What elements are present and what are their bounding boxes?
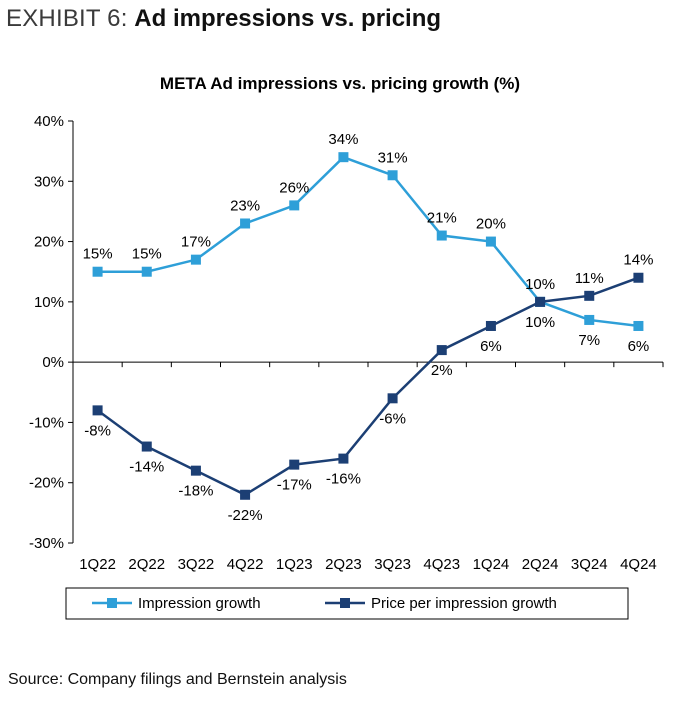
exhibit-label: EXHIBIT 6:: [6, 5, 128, 32]
data-label-0: 26%: [279, 179, 309, 196]
data-label-1: 11%: [575, 270, 604, 287]
data-point-0: [436, 230, 447, 241]
data-label-1: -18%: [178, 483, 213, 500]
y-tick-label: 30%: [34, 173, 64, 190]
data-label-0: 15%: [83, 246, 113, 263]
x-tick-label: 3Q24: [571, 556, 608, 573]
legend-swatch-marker: [107, 598, 117, 608]
data-label-0: 31%: [378, 149, 408, 166]
data-label-1: -8%: [84, 422, 111, 439]
data-point-1: [338, 453, 349, 464]
x-tick-label: 2Q23: [325, 556, 362, 573]
y-tick-label: -10%: [29, 414, 64, 431]
legend-label: Impression growth: [138, 595, 261, 612]
x-tick-label: 3Q22: [178, 556, 215, 573]
data-label-1: 6%: [480, 338, 502, 355]
x-tick-label: 1Q23: [276, 556, 313, 573]
data-point-0: [289, 200, 300, 211]
series-line-0: [97, 155, 639, 328]
axes: -30% -20% -10% 0% 10% 20% 30% 40% 1Q22 2Q22 3Q22 4Q…: [29, 113, 664, 573]
data-label-1: -22%: [228, 507, 263, 524]
data-point-0: [584, 314, 595, 325]
data-point-0: [141, 266, 152, 277]
data-label-1: 10%: [525, 276, 555, 293]
data-label-0: 34%: [328, 131, 358, 148]
y-tick-label: -20%: [29, 475, 64, 492]
x-tick-label: 2Q22: [128, 556, 165, 573]
data-point-1: [240, 489, 251, 500]
data-label-0: 7%: [578, 332, 600, 349]
exhibit-heading: EXHIBIT 6: Ad impressions vs. pricing: [6, 2, 441, 36]
data-label-1: -17%: [277, 477, 312, 494]
data-point-1: [92, 405, 103, 416]
x-tick-label: 3Q23: [374, 556, 411, 573]
data-label-1: -16%: [326, 471, 361, 488]
chart-title: META Ad impressions vs. pricing growth (…: [160, 74, 520, 93]
data-label-0: 15%: [132, 246, 162, 263]
source-note: Source: Company filings and Bernstein an…: [8, 671, 347, 688]
data-point-1: [535, 296, 546, 307]
data-label-0: 17%: [181, 234, 211, 251]
x-tick-label: 1Q24: [473, 556, 510, 573]
y-tick-label: 0%: [42, 354, 64, 371]
data-point-1: [387, 393, 398, 404]
data-label-1: -14%: [129, 459, 164, 476]
data-point-0: [338, 152, 349, 163]
x-tick-label: 1Q22: [79, 556, 116, 573]
data-point-0: [633, 320, 644, 331]
legend-label: Price per impression growth: [371, 595, 557, 612]
data-point-0: [240, 218, 251, 229]
data-label-0: 6%: [628, 338, 650, 355]
y-tick-label: 40%: [34, 113, 64, 130]
data-point-0: [485, 236, 496, 247]
data-label-0: 10%: [525, 314, 555, 331]
data-point-1: [190, 465, 201, 476]
x-tick-label: 4Q22: [227, 556, 264, 573]
data-point-1: [584, 290, 595, 301]
data-label-1: 14%: [623, 252, 653, 269]
exhibit-title: Ad impressions vs. pricing: [134, 5, 442, 32]
data-point-1: [485, 320, 496, 331]
data-point-0: [92, 266, 103, 277]
data-label-1: 2%: [431, 362, 453, 379]
legend-swatch-marker: [340, 598, 350, 608]
data-point-0: [190, 254, 201, 265]
data-point-1: [141, 441, 152, 452]
data-point-0: [387, 170, 398, 181]
legend-box: [65, 587, 629, 620]
y-tick-label: 10%: [34, 294, 64, 311]
data-point-1: [289, 459, 300, 470]
data-point-1: [633, 272, 644, 283]
x-tick-label: 4Q24: [620, 556, 657, 573]
series-group: 15% 15% 17% 23% 26% 34% 31% 21% 20% 10% 7% 6% -8% -14…: [83, 131, 654, 524]
legend: Impression growth Price per impression gr…: [65, 587, 629, 620]
data-label-0: 21%: [427, 210, 457, 227]
x-tick-label: 2Q24: [522, 556, 559, 573]
y-tick-label: 20%: [34, 234, 64, 251]
data-label-0: 20%: [476, 216, 506, 233]
series-line-1: [96, 276, 639, 497]
x-tick-label: 4Q23: [423, 556, 460, 573]
data-point-1: [436, 345, 447, 356]
y-tick-label: -30%: [29, 535, 64, 552]
data-label-1: -6%: [379, 410, 406, 427]
data-label-0: 23%: [230, 197, 260, 214]
